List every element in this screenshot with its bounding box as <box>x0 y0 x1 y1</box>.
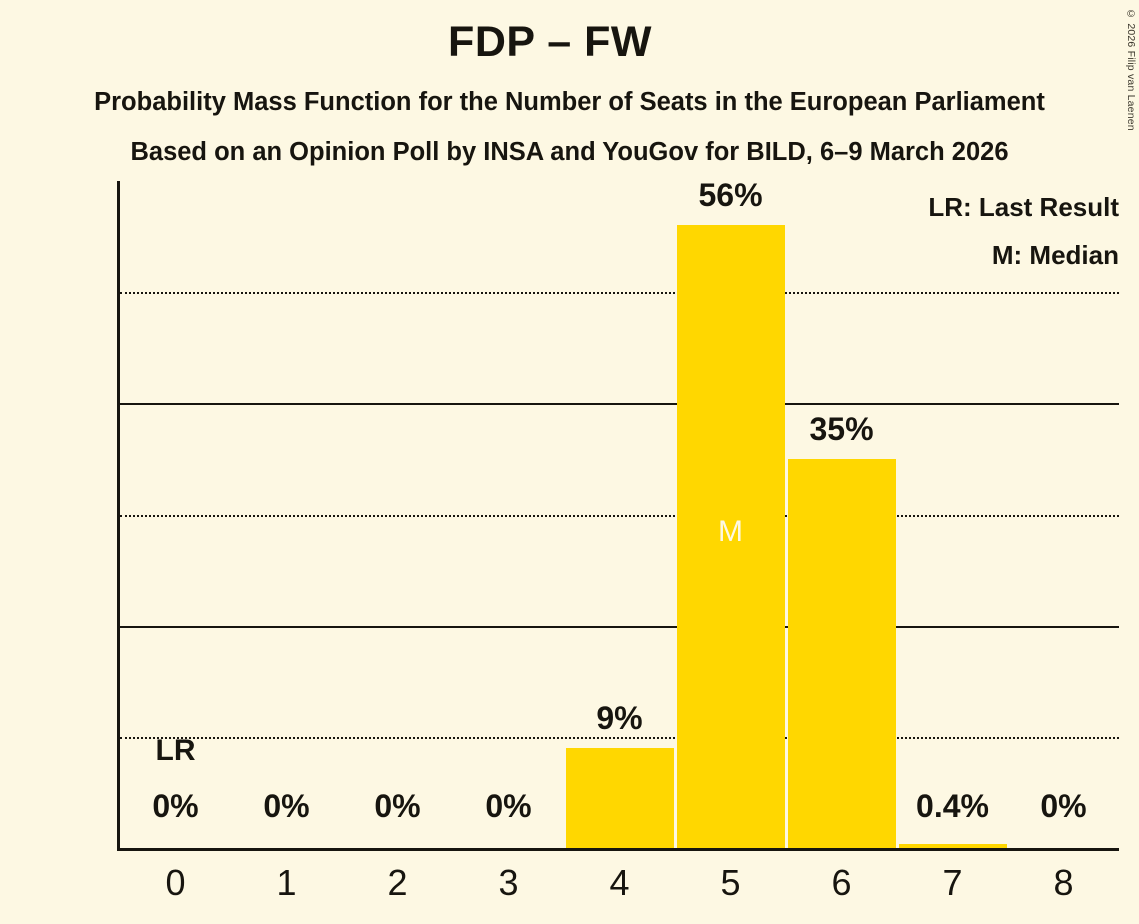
bar-value-label: 0% <box>374 788 421 824</box>
bar-value-label: 0% <box>485 788 532 824</box>
x-tick-label: 0 <box>165 862 186 903</box>
x-tick-label: 1 <box>276 862 297 903</box>
x-tick-label: 4 <box>609 862 630 903</box>
gridline-major <box>120 625 1119 628</box>
bar-value-label: 0.4% <box>916 788 989 824</box>
x-tick-label: 7 <box>942 862 963 903</box>
legend-item-last-result: LR: Last Result <box>928 192 1119 222</box>
bar <box>565 747 674 848</box>
median-marker: M <box>718 514 743 548</box>
bar-value-label: 0% <box>1040 788 1087 824</box>
bar-value-label: 56% <box>698 177 763 214</box>
x-tick-label: 3 <box>498 862 519 903</box>
chart-title: FDP – FW <box>448 18 652 66</box>
plot-area: 20%40% 0%LR0%0%0%9%M56%35%0.4%0% <box>117 177 1119 851</box>
x-tick-label: 5 <box>720 862 741 903</box>
gridline-minor <box>120 292 1119 295</box>
gridline-major <box>120 403 1119 406</box>
x-tick-label: 6 <box>831 862 852 903</box>
gridline-minor <box>120 514 1119 517</box>
gridline-minor <box>120 736 1119 739</box>
bar: M <box>676 225 785 848</box>
bar-value-label: 0% <box>263 788 310 824</box>
bar-value-label: 35% <box>809 410 874 447</box>
last-result-marker: LR <box>155 734 196 767</box>
x-tick-label: 2 <box>387 862 408 903</box>
x-tick-label: 8 <box>1053 862 1074 903</box>
y-axis-line <box>117 181 120 848</box>
chart-subtitle-primary: Probability Mass Function for the Number… <box>94 88 1045 116</box>
legend-item-median: M: Median <box>991 240 1119 270</box>
bar <box>787 458 896 848</box>
x-axis-line <box>117 848 1119 851</box>
bar <box>898 843 1007 848</box>
chart-legend: LR: Last Result M: Median <box>928 183 1119 279</box>
copyright-notice: © 2026 Filip van Laenen <box>1125 8 1137 131</box>
bar-value-label: 9% <box>596 699 643 736</box>
bar-value-label: 0% <box>152 788 199 824</box>
chart-subtitle-secondary: Based on an Opinion Poll by INSA and You… <box>130 138 1009 166</box>
